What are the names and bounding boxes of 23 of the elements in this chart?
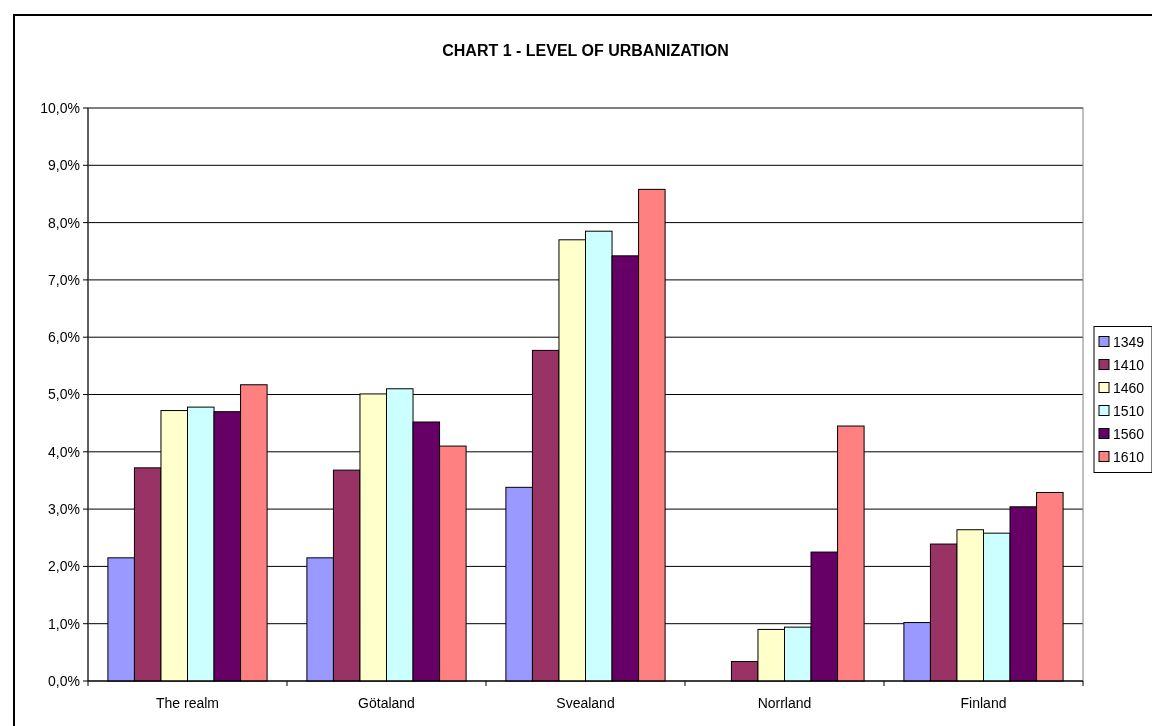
x-tick-label: Norrland	[757, 695, 812, 711]
y-tick-label: 10,0%	[40, 99, 80, 116]
legend-label: 1460	[1113, 379, 1145, 396]
y-tick-label: 2,0%	[48, 558, 80, 575]
y-tick-label: 6,0%	[48, 329, 80, 346]
legend-label: 1410	[1113, 356, 1145, 373]
y-tick-label: 9,0%	[48, 157, 80, 174]
legend-label: 1510	[1113, 402, 1145, 419]
legend-label: 1349	[1113, 333, 1145, 350]
chart-title: CHART 1 - LEVEL OF URBANIZATION	[442, 42, 729, 59]
y-tick-label: 5,0%	[48, 386, 80, 403]
y-tick-label: 1,0%	[48, 615, 80, 632]
x-tick-label: Götaland	[358, 695, 415, 711]
y-tick-label: 8,0%	[48, 214, 80, 231]
legend-label: 1560	[1113, 425, 1145, 442]
y-tick-label: 7,0%	[48, 271, 80, 288]
y-tick-label: 4,0%	[48, 443, 80, 460]
x-tick-label: The realm	[155, 695, 220, 711]
legend-label: 1610	[1113, 448, 1145, 465]
x-tick-label: Finland	[960, 695, 1007, 711]
y-tick-label: 0,0%	[48, 672, 80, 689]
y-tick-label: 3,0%	[48, 501, 80, 517]
x-tick-label: Svealand	[556, 695, 615, 711]
